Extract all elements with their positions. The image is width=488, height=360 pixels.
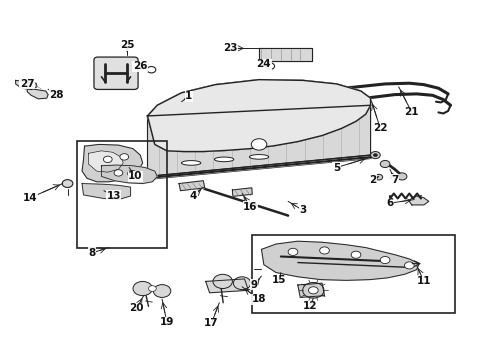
Text: 15: 15: [272, 275, 286, 285]
Circle shape: [374, 174, 382, 180]
Circle shape: [103, 156, 112, 163]
Circle shape: [153, 285, 170, 297]
Circle shape: [265, 63, 274, 69]
Circle shape: [120, 154, 128, 160]
Text: 2: 2: [368, 175, 376, 185]
Text: 11: 11: [416, 276, 430, 287]
Text: 10: 10: [128, 171, 142, 181]
Polygon shape: [259, 48, 312, 61]
Text: 24: 24: [256, 59, 271, 69]
Circle shape: [380, 161, 389, 167]
Text: 1: 1: [185, 91, 192, 102]
Circle shape: [147, 67, 156, 73]
Circle shape: [396, 173, 406, 180]
Text: 23: 23: [222, 43, 237, 53]
Circle shape: [380, 257, 389, 264]
Ellipse shape: [214, 157, 233, 162]
Polygon shape: [261, 241, 418, 280]
Ellipse shape: [249, 154, 268, 159]
Circle shape: [213, 274, 232, 288]
Polygon shape: [297, 283, 324, 297]
Circle shape: [233, 277, 250, 289]
Polygon shape: [88, 151, 123, 172]
Bar: [251, 235, 454, 314]
Polygon shape: [205, 279, 248, 293]
Text: 3: 3: [299, 205, 305, 215]
Text: 6: 6: [386, 198, 393, 208]
Text: 5: 5: [332, 163, 340, 172]
Polygon shape: [16, 80, 37, 90]
Text: 17: 17: [204, 318, 219, 328]
Text: 16: 16: [243, 202, 257, 212]
Circle shape: [308, 287, 318, 294]
Polygon shape: [82, 184, 130, 199]
Circle shape: [133, 282, 152, 296]
Text: 14: 14: [23, 193, 38, 203]
Circle shape: [148, 286, 156, 291]
Text: 9: 9: [250, 280, 257, 290]
Circle shape: [404, 262, 413, 269]
Polygon shape: [179, 181, 204, 191]
Text: 21: 21: [404, 107, 418, 117]
Circle shape: [350, 251, 360, 258]
Polygon shape: [408, 196, 428, 205]
Circle shape: [251, 139, 266, 150]
Text: 26: 26: [133, 61, 147, 71]
Circle shape: [373, 154, 377, 157]
Text: 27: 27: [20, 79, 35, 89]
Text: 18: 18: [251, 294, 266, 304]
Text: 28: 28: [49, 90, 63, 100]
Bar: [77, 141, 166, 248]
Circle shape: [370, 152, 380, 159]
Polygon shape: [147, 80, 370, 152]
Polygon shape: [102, 165, 157, 184]
Text: 7: 7: [390, 175, 398, 185]
Text: 19: 19: [160, 317, 174, 327]
Ellipse shape: [181, 161, 201, 165]
Text: 22: 22: [372, 123, 386, 134]
Circle shape: [127, 170, 136, 177]
Polygon shape: [27, 88, 48, 99]
Circle shape: [62, 180, 73, 188]
Circle shape: [302, 283, 324, 298]
Circle shape: [287, 248, 297, 256]
Text: 8: 8: [88, 248, 95, 258]
Polygon shape: [82, 144, 142, 182]
Text: 4: 4: [189, 191, 197, 201]
Text: 25: 25: [120, 40, 134, 50]
Circle shape: [319, 247, 329, 254]
Circle shape: [114, 170, 122, 176]
Text: 20: 20: [129, 303, 144, 313]
Text: 13: 13: [106, 191, 121, 201]
Polygon shape: [147, 105, 370, 176]
Polygon shape: [147, 80, 370, 152]
Text: 12: 12: [302, 301, 317, 311]
FancyBboxPatch shape: [94, 57, 138, 89]
Polygon shape: [232, 188, 252, 196]
